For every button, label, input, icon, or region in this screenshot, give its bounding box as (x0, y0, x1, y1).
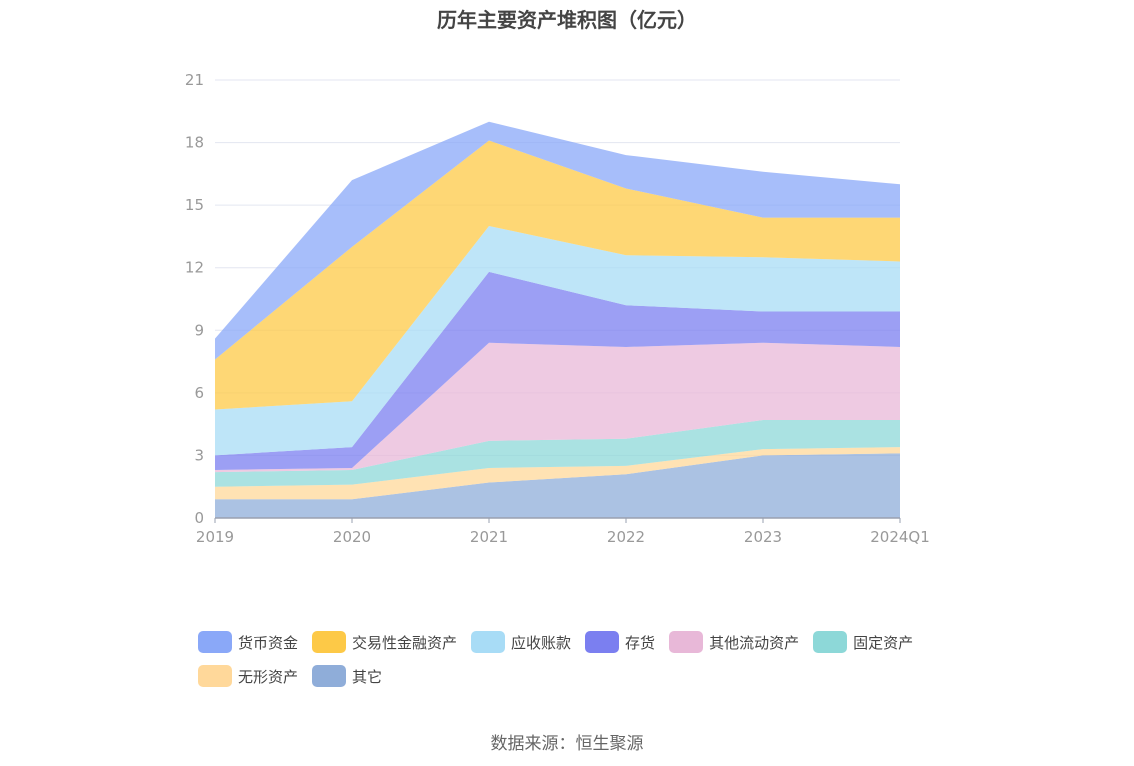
legend-swatch (198, 631, 232, 653)
y-tick-label: 18 (185, 134, 204, 152)
legend-item[interactable]: 存货 (585, 630, 655, 654)
chart-title: 历年主要资产堆积图（亿元） (437, 8, 697, 32)
area-存货 (215, 271, 900, 471)
legend-label: 货币资金 (238, 633, 299, 652)
legend-label: 固定资产 (853, 633, 914, 652)
area-交易性金融资产 (215, 140, 900, 410)
legend-item[interactable]: 其他流动资产 (669, 630, 799, 654)
y-tick-label: 0 (194, 509, 204, 527)
legend-item[interactable]: 其它 (312, 664, 382, 688)
legend-item[interactable]: 固定资产 (813, 630, 913, 654)
y-tick-label: 21 (185, 71, 204, 89)
area-series (215, 121, 900, 518)
legend-swatch (585, 631, 620, 653)
area-其它 (215, 453, 900, 518)
area-其他流动资产 (215, 342, 900, 473)
legend: 货币资金 交易性金融资产 应收账款 存货 其他流动资产 固定资产无形资产 其它 (198, 630, 958, 688)
legend-label: 无形资产 (238, 667, 299, 686)
area-无形资产 (215, 447, 900, 500)
legend-swatch (198, 665, 232, 687)
legend-label: 应收账款 (511, 633, 572, 652)
axes: 0 3 6 9 12 15 18 21 2019 2020 2021 2022 2023 2024Q1 (185, 71, 930, 546)
x-tick-label: 2023 (744, 528, 782, 546)
x-tick-label: 2021 (470, 528, 508, 546)
source-note: 数据来源：恒生聚源 (490, 734, 644, 754)
legend-swatch (312, 665, 347, 687)
area-固定资产 (215, 419, 900, 487)
y-tick-label: 12 (185, 259, 204, 277)
legend-item[interactable]: 无形资产 (198, 664, 298, 688)
legend-item[interactable]: 货币资金 (198, 630, 298, 654)
legend-label: 交易性金融资产 (352, 633, 458, 652)
legend-swatch (669, 631, 704, 653)
y-tick-label: 3 (194, 446, 204, 464)
y-tick-label: 15 (185, 196, 204, 214)
x-tick-label: 2019 (196, 528, 234, 546)
x-tick-label: 2024Q1 (870, 528, 930, 546)
stacked-area-chart: 0 3 6 9 12 15 18 21 2019 2020 2021 2022 2023 2024Q1 (185, 71, 930, 546)
y-tick-label: 6 (194, 384, 204, 402)
y-tick-label: 9 (194, 321, 204, 339)
x-tick-label: 2020 (333, 528, 371, 546)
legend-item[interactable]: 应收账款 (471, 630, 571, 654)
legend-label: 存货 (625, 633, 656, 652)
legend-swatch (471, 631, 506, 653)
legend-swatch (312, 631, 347, 653)
legend-label: 其他流动资产 (709, 633, 800, 652)
legend-label: 其它 (352, 667, 383, 686)
area-应收账款 (215, 226, 900, 456)
legend-item[interactable]: 交易性金融资产 (312, 630, 457, 654)
x-tick-label: 2022 (607, 528, 645, 546)
legend-swatch (813, 631, 848, 653)
area-货币资金 (215, 121, 900, 360)
